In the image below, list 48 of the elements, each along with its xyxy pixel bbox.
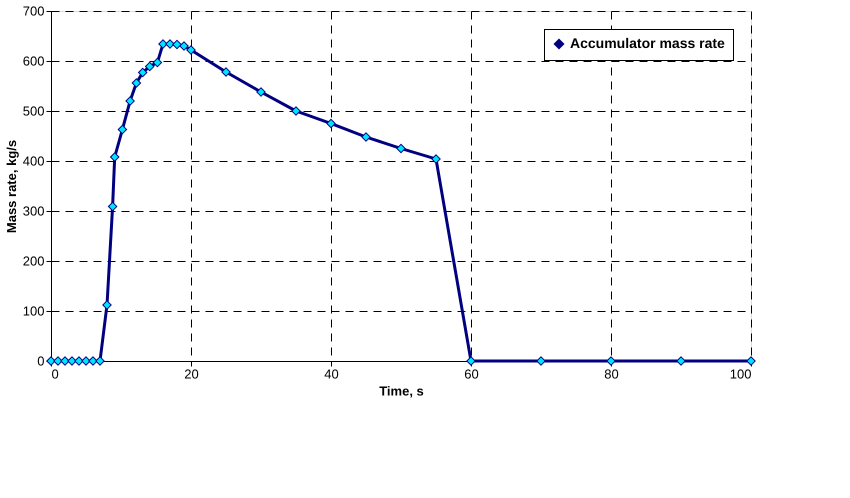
point [221, 67, 231, 77]
y-tick-label: 500 [22, 104, 44, 118]
point [74, 356, 84, 366]
point [256, 87, 266, 97]
point [158, 39, 168, 49]
x-tick-label: 20 [184, 366, 199, 382]
point [165, 39, 175, 49]
point [110, 152, 120, 162]
point [60, 356, 70, 366]
point [132, 78, 142, 88]
point [95, 356, 105, 366]
y-tick-label: 300 [22, 204, 44, 218]
y-tick-label: 400 [22, 154, 44, 168]
point [172, 40, 182, 50]
point [291, 106, 301, 116]
x-tick-label: 100 [730, 366, 752, 382]
point [676, 356, 686, 366]
point [67, 356, 77, 366]
point [326, 118, 336, 128]
y-tick-label: 700 [22, 4, 44, 18]
point [138, 68, 148, 78]
x-axis-title: Time, s [379, 384, 424, 398]
point [186, 45, 196, 55]
point [179, 41, 189, 51]
point [125, 96, 135, 106]
x-tick-label: 0 [52, 366, 59, 382]
point [108, 202, 118, 212]
y-tick-label: 200 [22, 254, 44, 268]
point [118, 124, 128, 134]
legend-label: Accumulator mass rate [570, 35, 726, 51]
x-tick-label: 80 [604, 366, 619, 382]
y-axis-title: Mass rate, kg/s [4, 140, 19, 234]
point [145, 62, 154, 72]
point [88, 356, 98, 366]
point [102, 300, 112, 310]
point [81, 356, 91, 366]
point [431, 154, 441, 164]
x-tick-label: 60 [464, 366, 479, 382]
y-tick-label: 600 [22, 54, 44, 68]
point [152, 58, 162, 68]
point [396, 144, 406, 154]
point [466, 356, 476, 366]
y-tick-label: 100 [22, 304, 44, 318]
x-tick-label: 40 [324, 366, 339, 382]
point [606, 356, 616, 366]
point [536, 356, 546, 366]
y-tick-label: 0 [37, 354, 44, 368]
point [361, 132, 371, 142]
